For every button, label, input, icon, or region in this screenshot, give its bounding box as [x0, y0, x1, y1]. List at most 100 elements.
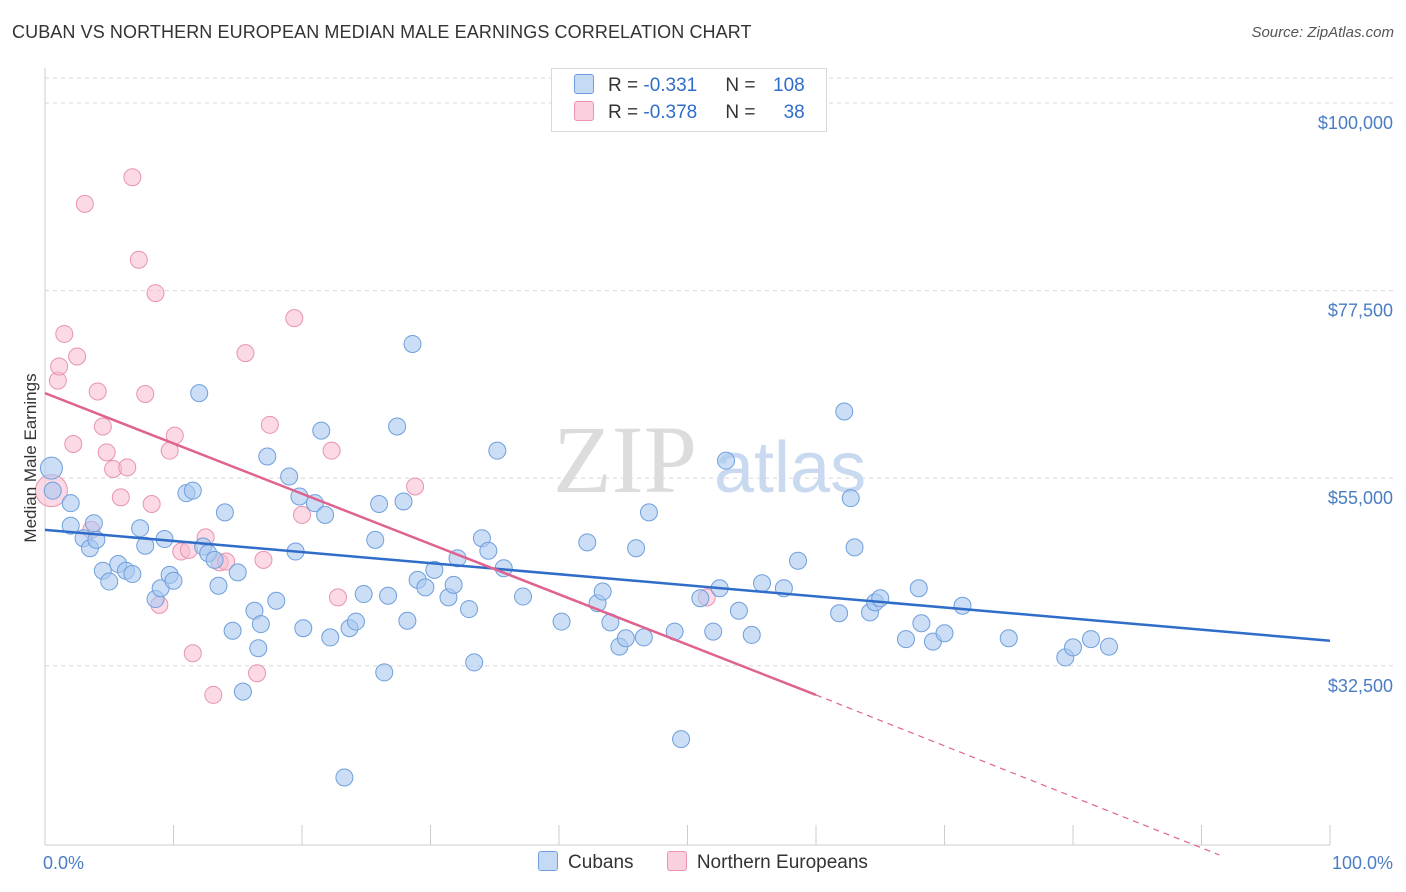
- chart-title: CUBAN VS NORTHERN EUROPEAN MEDIAN MALE E…: [12, 22, 752, 42]
- cubans-point: [835, 402, 854, 421]
- cubans-point: [61, 516, 80, 535]
- cubans-point: [935, 624, 954, 643]
- cubans-point: [100, 572, 119, 591]
- northern-europeans-point: [260, 415, 279, 434]
- cubans-trend-line: [44, 528, 1331, 642]
- cubans-swatch: [574, 74, 594, 94]
- northern-europeans-swatch: [574, 101, 594, 121]
- cubans-point: [616, 629, 635, 648]
- cubans-point: [84, 514, 103, 533]
- cubans-point: [209, 576, 228, 595]
- y-tick-label: $77,500: [1328, 301, 1393, 321]
- cubans-point: [514, 587, 533, 606]
- cubans-point: [841, 489, 860, 508]
- legend-n-value-cubans: 108: [773, 75, 805, 96]
- cubans-point: [742, 625, 761, 644]
- cubans-point: [251, 615, 270, 634]
- legend-label-cubans: Cubans: [568, 852, 634, 873]
- cubans-point: [294, 619, 313, 638]
- cubans-point: [639, 503, 658, 522]
- cubans-point: [370, 495, 389, 514]
- northern-europeans-trend-line: [44, 391, 817, 697]
- legend-r-label: R =: [608, 75, 644, 96]
- trend-lines: [44, 391, 1331, 856]
- cubans-point: [379, 586, 398, 605]
- cubans-point: [1099, 637, 1118, 656]
- watermark-zip: ZIP: [553, 406, 697, 513]
- cubans-point: [704, 622, 723, 641]
- cubans-point: [215, 503, 234, 522]
- northern-europeans-point: [406, 477, 425, 496]
- cubans-point: [164, 571, 183, 590]
- cubans-point: [39, 456, 63, 480]
- legend-item-northern-europeans: Northern Europeans: [666, 851, 868, 874]
- cubans-point: [460, 600, 479, 619]
- axes: [44, 68, 1331, 846]
- cubans-point: [321, 628, 340, 647]
- legend-label-northern-europeans: Northern Europeans: [696, 852, 868, 873]
- northern-europeans-point: [322, 441, 341, 460]
- x-tick-label-min: 0.0%: [43, 853, 84, 873]
- northern-europeans-point: [248, 664, 267, 683]
- cubans-point: [190, 384, 209, 403]
- gridlines: [45, 77, 1393, 667]
- northern-europeans-point: [118, 458, 137, 477]
- cubans-point: [131, 519, 150, 538]
- cubans-point: [183, 481, 202, 500]
- northern-europeans-trend-extension: [815, 694, 1220, 856]
- y-tick-label: $32,500: [1328, 676, 1393, 696]
- watermark-atlas: atlas: [714, 428, 866, 508]
- northern-europeans-point: [64, 434, 83, 453]
- cubans-point: [488, 441, 507, 460]
- cubans-point: [1064, 638, 1082, 657]
- cubans-point: [845, 538, 864, 557]
- cubans-point: [912, 614, 931, 633]
- cubans-point: [416, 578, 435, 597]
- cubans-point: [61, 494, 80, 513]
- x-tick-label-max: 100.0%: [1332, 853, 1393, 873]
- cubans-point: [258, 447, 277, 466]
- legend-r-value-cubans: -0.331: [643, 75, 698, 96]
- cubans-point: [465, 653, 484, 672]
- legend-r-value-northern-europeans: -0.378: [643, 102, 698, 123]
- cubans-point: [753, 574, 772, 593]
- cubans-point: [627, 539, 646, 558]
- northern-europeans-point: [55, 324, 74, 343]
- y-axis-title: Median Male Earnings: [21, 373, 40, 542]
- cubans-point: [593, 582, 612, 601]
- northern-europeans-point: [97, 443, 116, 462]
- northern-europeans-point: [123, 168, 142, 187]
- cubans-point: [444, 575, 463, 594]
- axis-labels: $100,000 $77,500 $55,000 $32,500 0.0% 100.0% M…: [21, 113, 1393, 873]
- cubans-point: [312, 421, 331, 440]
- cubans-point: [830, 604, 849, 623]
- cubans-point: [123, 565, 142, 584]
- source-label: Source: ZipAtlas.com: [1251, 24, 1394, 41]
- series-legend: Cubans Northern Europeans: [0, 851, 1406, 874]
- cubans-point: [789, 551, 808, 570]
- cubans-point: [578, 533, 597, 552]
- cubans-point: [267, 591, 286, 610]
- legend-n-value-northern-europeans: 38: [783, 102, 805, 123]
- cubans-points: [39, 334, 1118, 787]
- northern-europeans-point: [204, 685, 223, 704]
- northern-europeans-point: [93, 417, 112, 436]
- northern-europeans-point: [50, 357, 69, 376]
- cubans-point: [999, 629, 1018, 648]
- cubans-point: [717, 451, 736, 470]
- y-tick-label: $100,000: [1318, 113, 1393, 133]
- cubans-point: [228, 563, 247, 582]
- cubans-point: [953, 596, 972, 615]
- cubans-point: [136, 536, 155, 555]
- northern-europeans-point: [68, 347, 87, 366]
- cubans-point: [479, 541, 498, 560]
- legend-row-northern-europeans: R = -0.378 N = 38: [574, 101, 805, 127]
- northern-europeans-point: [183, 644, 202, 663]
- cubans-point: [233, 682, 252, 701]
- legend-r-label: R =: [608, 102, 644, 123]
- cubans-point: [366, 530, 385, 549]
- cubans-point: [346, 612, 365, 631]
- legend-row-cubans: R = -0.331 N = 108: [574, 74, 805, 100]
- cubans-point: [552, 612, 571, 631]
